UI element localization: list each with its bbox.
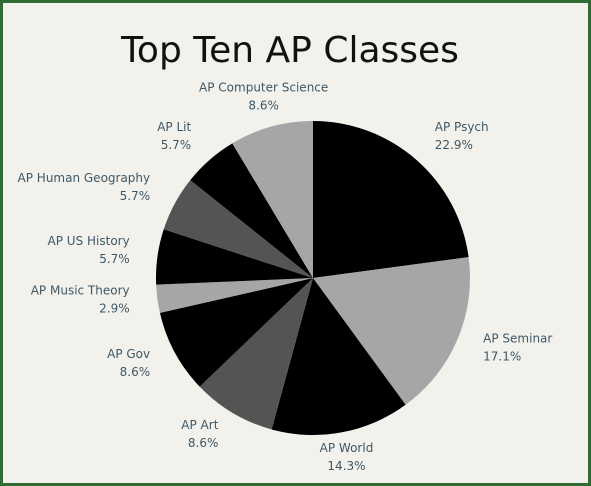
slice-label: AP Lit: [157, 120, 191, 134]
pie-slice: [199, 278, 313, 430]
pie-slice: [156, 229, 313, 285]
slice-label: AP World: [320, 441, 374, 455]
pie-slice: [313, 121, 469, 278]
slice-label: AP Gov: [107, 347, 150, 361]
slice-value: 5.7%: [99, 252, 130, 266]
pie-slice: [163, 180, 313, 278]
slice-label: AP Computer Science: [199, 81, 328, 95]
pie-slice: [156, 278, 313, 313]
chart-title: Top Ten AP Classes: [120, 30, 459, 71]
slice-label: AP US History: [48, 234, 130, 248]
slice-value: 5.7%: [120, 189, 151, 203]
pie-slice: [190, 143, 313, 278]
pie-slice: [159, 278, 313, 387]
slice-label: AP Seminar: [483, 332, 552, 346]
pie-slice: [271, 278, 406, 435]
slice-value: 14.3%: [327, 459, 365, 473]
slice-value: 8.6%: [188, 436, 219, 450]
slice-value: 8.6%: [248, 99, 279, 113]
slice-label: AP Music Theory: [31, 284, 130, 298]
slice-label: AP Human Geography: [18, 171, 151, 185]
slice-label: AP Psych: [435, 120, 489, 134]
slice-value: 8.6%: [120, 365, 151, 379]
slice-value: 22.9%: [435, 138, 473, 152]
slice-value: 5.7%: [161, 138, 192, 152]
pie-slice: [232, 121, 313, 278]
slice-value: 17.1%: [483, 350, 521, 364]
pie-slice: [313, 257, 470, 405]
slice-value: 2.9%: [99, 302, 130, 316]
slice-label: AP Art: [181, 418, 218, 432]
